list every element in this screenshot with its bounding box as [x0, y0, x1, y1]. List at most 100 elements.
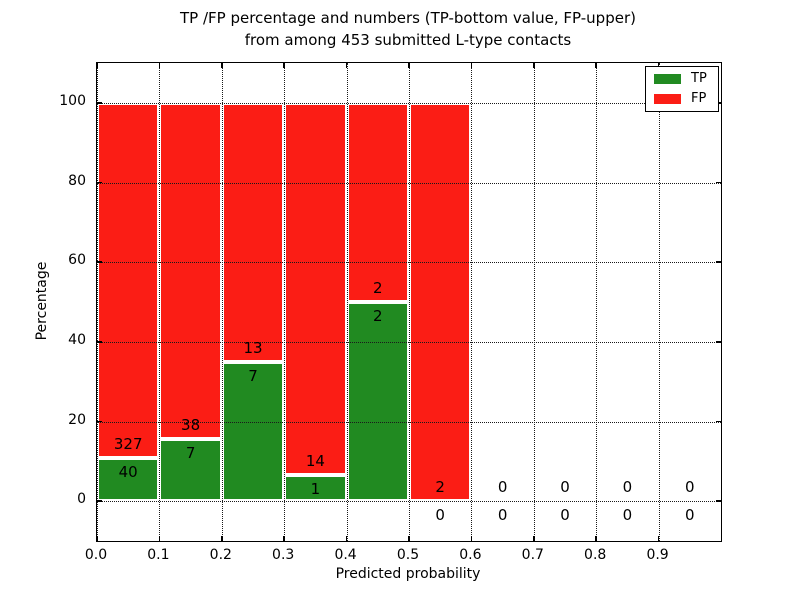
bar-tp-segment	[97, 457, 160, 502]
y-tick-mark	[97, 341, 102, 343]
bar-fp-segment	[284, 102, 347, 475]
bar-fp-segment	[346, 102, 409, 302]
x-tick-mark	[96, 63, 98, 68]
vertical-gridline	[221, 63, 223, 541]
chart-title-line1: TP /FP percentage and numbers (TP-bottom…	[180, 9, 636, 27]
x-tick-label: 0.2	[209, 547, 232, 563]
tp-count-label: 0	[622, 506, 633, 525]
x-tick-mark	[345, 536, 348, 541]
x-tick-mark	[595, 63, 597, 68]
fp-count-label: 13	[243, 338, 263, 357]
y-tick-mark	[716, 181, 721, 184]
x-tick-mark	[470, 63, 473, 68]
fp-count-label: 14	[305, 451, 325, 470]
y-tick-label: 60	[68, 252, 86, 269]
fp-count-label: 2	[373, 279, 383, 297]
tp-legend-swatch-icon	[654, 74, 681, 84]
y-tick-label: 0	[77, 491, 86, 508]
vertical-gridline	[596, 63, 598, 541]
x-tick-mark	[533, 536, 535, 541]
bar-fp-segment	[409, 102, 472, 502]
x-tick-label: 0.3	[272, 547, 295, 563]
y-tick-mark	[97, 261, 102, 263]
legend: TP FP	[645, 66, 719, 112]
chart-title: TP /FP percentage and numbers (TP-bottom…	[96, 7, 720, 51]
x-tick-mark	[408, 536, 410, 541]
horizontal-gridline	[97, 421, 721, 423]
vertical-gridline	[284, 63, 286, 541]
bar-tp-segment	[159, 439, 222, 502]
y-tick-label: 20	[68, 411, 86, 428]
tp-count-label: 7	[185, 444, 196, 463]
y-axis-title: Percentage	[34, 261, 50, 341]
horizontal-gridline	[97, 262, 721, 264]
x-tick-label: 0.0	[84, 547, 108, 563]
vertical-gridline	[658, 63, 660, 541]
x-tick-mark	[96, 536, 98, 541]
fp-count-label: 0	[622, 478, 633, 497]
x-tick-label: 0.1	[147, 547, 170, 563]
x-tick-label: 0.5	[396, 547, 420, 563]
horizontal-gridline	[97, 341, 721, 343]
x-tick-mark	[221, 536, 223, 541]
x-tick-label: 0.4	[334, 547, 357, 563]
y-tick-mark	[97, 181, 102, 184]
vertical-gridline	[346, 63, 348, 541]
vertical-gridline	[471, 63, 473, 541]
x-tick-label: 0.8	[584, 547, 607, 563]
tp-count-label: 7	[248, 366, 258, 385]
horizontal-gridline	[97, 501, 721, 503]
y-tick-label: 80	[68, 172, 86, 189]
x-tick-mark	[595, 536, 597, 541]
fp-count-label: 327	[113, 434, 143, 453]
fp-legend-swatch-icon	[654, 94, 681, 104]
x-tick-label: 0.9	[646, 547, 669, 563]
fp-count-label: 2	[435, 478, 445, 497]
y-tick-mark	[716, 500, 721, 502]
y-tick-label: 100	[59, 92, 86, 109]
vertical-gridline	[409, 63, 410, 541]
bar-fp-segment	[159, 102, 222, 440]
bar-fp-segment	[221, 102, 285, 362]
legend-entry-tp: TP	[654, 71, 718, 86]
y-tick-mark	[97, 420, 102, 423]
x-tick-mark	[408, 63, 410, 68]
x-tick-mark	[470, 536, 473, 541]
x-tick-mark	[283, 536, 285, 541]
tp-count-label: 0	[560, 506, 570, 525]
vertical-gridline	[533, 63, 535, 541]
y-tick-mark	[716, 261, 721, 263]
x-tick-mark	[283, 63, 285, 68]
x-tick-mark	[158, 536, 161, 541]
tp-count-label: 0	[497, 506, 508, 525]
bar-tp-segment	[284, 474, 347, 502]
tp-count-label: 40	[118, 462, 138, 481]
chart-title-line2: from among 453 submitted L-type contacts	[244, 31, 572, 49]
fp-count-label: 0	[685, 478, 695, 497]
tp-legend-label: TP	[691, 71, 707, 86]
x-tick-mark	[533, 63, 535, 68]
x-tick-mark	[345, 63, 348, 68]
bar-fp-segment	[97, 102, 160, 458]
tp-count-label: 0	[435, 506, 445, 525]
fp-count-label: 38	[181, 416, 201, 435]
x-tick-label: 0.7	[521, 547, 544, 563]
bar-tp-segment	[221, 361, 285, 502]
horizontal-gridline	[97, 102, 721, 104]
x-axis-title: Predicted probability	[335, 566, 481, 582]
vertical-gridline	[97, 63, 98, 541]
tp-count-label: 0	[685, 506, 695, 525]
bar-tp-segment	[346, 302, 409, 502]
vertical-gridline	[159, 63, 161, 541]
legend-entry-fp: FP	[654, 91, 718, 106]
y-tick-label: 40	[68, 331, 86, 348]
y-tick-mark	[97, 500, 102, 502]
x-tick-label: 0.6	[459, 547, 482, 563]
y-tick-mark	[716, 341, 721, 343]
tp-count-label: 2	[373, 307, 383, 325]
fp-legend-label: FP	[691, 91, 707, 106]
tp-count-label: 1	[310, 479, 321, 498]
y-tick-mark	[97, 102, 102, 104]
x-tick-mark	[657, 63, 660, 68]
